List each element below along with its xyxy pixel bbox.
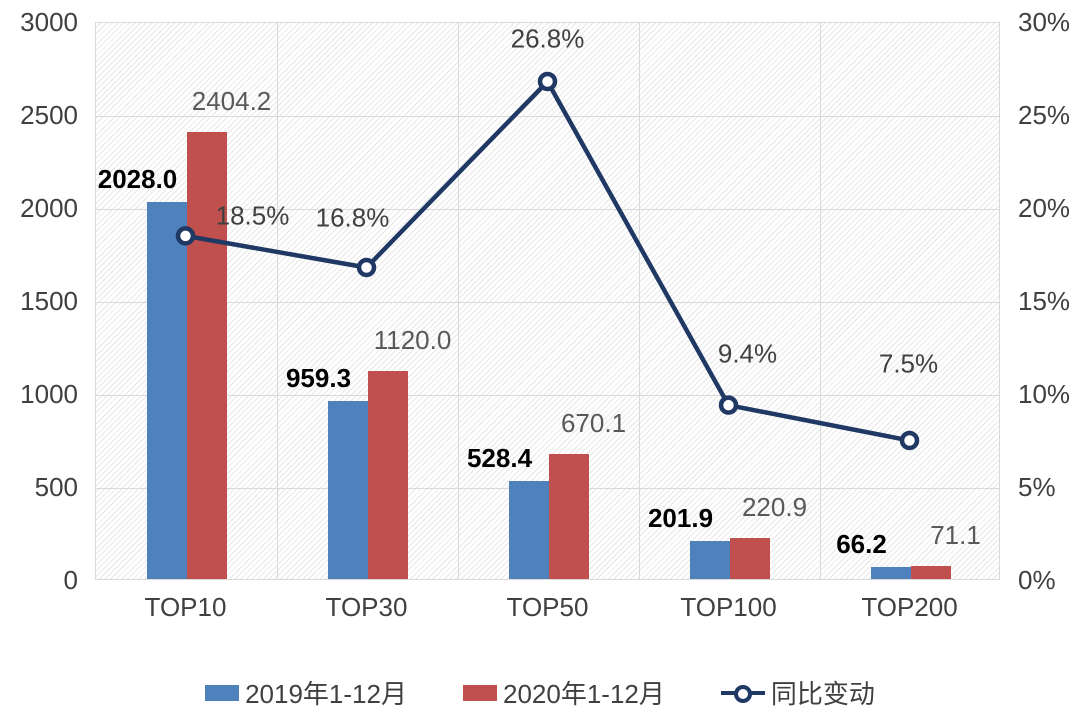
percent-label-TOP30: 16.8% [315, 202, 390, 233]
value-label-2020年1-12月: 670.1 [560, 408, 627, 439]
bar-2019年1-12月-TOP30 [327, 400, 368, 579]
gridline-horizontal [96, 395, 999, 396]
legend-label-2020年1-12月: 2020年1-12月 [502, 679, 665, 709]
legend-swatch-同比变动 [720, 684, 765, 703]
bar-2020年1-12月-TOP100 [729, 537, 770, 579]
gridline-vertical [277, 23, 278, 579]
right-axis-tick-25%: 25% [1018, 100, 1071, 130]
percent-label-TOP100: 9.4% [717, 338, 778, 369]
legend-label-2019年1-12月: 2019年1-12月 [245, 679, 407, 709]
gridline-horizontal [96, 302, 999, 303]
percent-label-TOP10: 18.5% [215, 200, 290, 231]
gridline-vertical [458, 23, 459, 579]
legend-marker-glyph [733, 684, 752, 703]
category-label-TOP50: TOP50 [506, 592, 589, 622]
value-label-2019年1-12月: 2028.0 [97, 163, 178, 194]
left-axis-tick-3000: 3000 [20, 7, 78, 37]
left-axis-tick-2000: 2000 [20, 193, 78, 223]
right-axis-tick-30%: 30% [1018, 7, 1071, 37]
left-axis-tick-0: 0 [63, 565, 78, 595]
percent-label-TOP50: 26.8% [510, 23, 585, 54]
legend: 2019年1-12月 2020年1-12月 同比变动 [0, 674, 1080, 711]
gridline-horizontal [96, 116, 999, 117]
right-axis-tick-0%: 0% [1018, 565, 1056, 595]
bar-2019年1-12月-TOP10 [146, 201, 187, 579]
left-axis-tick-2500: 2500 [20, 100, 78, 130]
category-label-TOP100: TOP100 [680, 592, 777, 622]
bar-2020年1-12月-TOP200 [910, 565, 951, 579]
gridline-vertical [639, 23, 640, 579]
left-axis-tick-500: 500 [34, 472, 78, 502]
right-axis-tick-20%: 20% [1018, 193, 1071, 223]
value-label-2020年1-12月: 71.1 [930, 519, 981, 550]
right-axis-tick-15%: 15% [1018, 286, 1071, 316]
bar-2020年1-12月-TOP50 [548, 454, 589, 579]
legend-swatch-2019年1-12月 [205, 684, 240, 701]
value-label-2019年1-12月: 66.2 [836, 528, 887, 559]
bar-2019年1-12月-TOP50 [508, 480, 549, 579]
left-axis-tick-1000: 1000 [20, 379, 78, 409]
legend-item-2020年1-12月: 2020年1-12月 [462, 674, 665, 711]
legend-swatch-2020年1-12月 [462, 684, 497, 701]
category-label-TOP10: TOP10 [144, 592, 227, 622]
value-label-2019年1-12月: 959.3 [285, 362, 352, 393]
bar-2020年1-12月-TOP10 [186, 131, 227, 579]
value-label-2019年1-12月: 528.4 [466, 442, 533, 473]
legend-label-同比变动: 同比变动 [770, 679, 875, 709]
gridline-vertical [820, 23, 821, 579]
legend-item-同比变动: 同比变动 [720, 674, 875, 711]
left-axis-tick-1500: 1500 [20, 286, 78, 316]
value-label-2020年1-12月: 2404.2 [191, 85, 272, 116]
bar-2019年1-12月-TOP100 [689, 541, 730, 579]
bar-2019年1-12月-TOP200 [870, 566, 911, 579]
value-label-2020年1-12月: 1120.0 [373, 324, 452, 355]
right-axis-tick-10%: 10% [1018, 379, 1071, 409]
category-label-TOP30: TOP30 [325, 592, 408, 622]
bar-2020年1-12月-TOP30 [367, 370, 408, 579]
value-label-2020年1-12月: 220.9 [741, 491, 808, 522]
value-label-2019年1-12月: 201.9 [647, 503, 714, 534]
category-label-TOP200: TOP200 [861, 592, 958, 622]
percent-label-TOP200: 7.5% [878, 348, 939, 378]
legend-item-2019年1-12月: 2019年1-12月 [205, 674, 407, 711]
right-axis-tick-5%: 5% [1018, 472, 1056, 502]
